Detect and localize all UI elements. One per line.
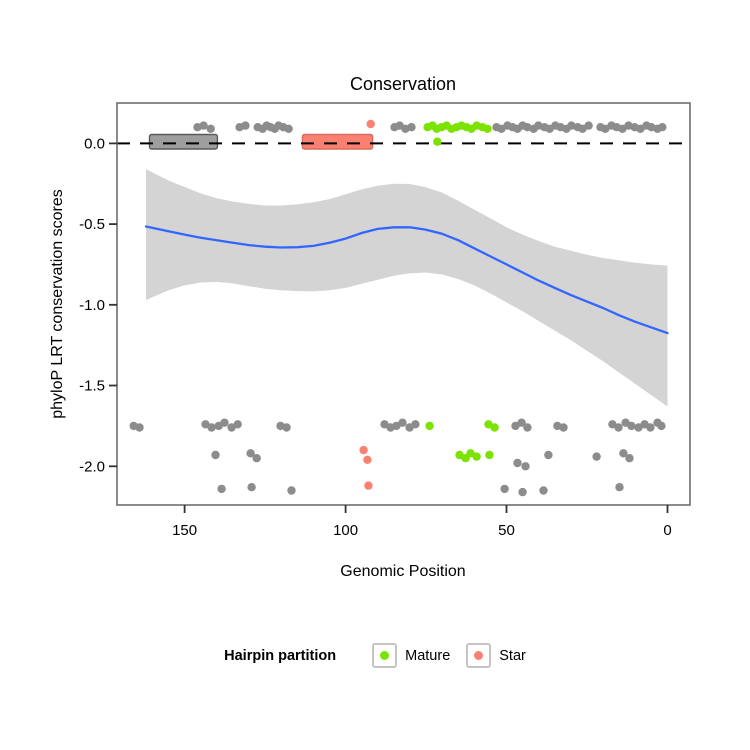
x-tick-label: 100 (333, 522, 358, 539)
y-tick-label: -1.5 (79, 378, 105, 395)
data-point-other (544, 450, 553, 460)
data-point-other (398, 418, 407, 427)
data-point-other (247, 483, 256, 492)
data-point-mature (483, 124, 492, 133)
data-point-mature (485, 450, 494, 460)
data-point-other (592, 452, 601, 461)
data-point-other (199, 121, 208, 130)
y-tick-label: -0.5 (79, 216, 105, 233)
legend-item-star: Star (466, 643, 526, 668)
data-point-other (619, 449, 628, 458)
partition-rect-hairpin-gray (148, 133, 219, 150)
data-point-other (287, 486, 296, 495)
data-point-other (282, 423, 291, 432)
smooth-line-layer (144, 225, 669, 335)
legend-title: Hairpin partition (224, 647, 337, 664)
legend-key-star (466, 643, 492, 668)
y-tick-label: -1.0 (79, 297, 105, 314)
data-point-star (359, 445, 368, 455)
data-point-other (521, 462, 530, 471)
data-point-other (517, 418, 526, 427)
data-point-other (211, 450, 220, 460)
x-axis: 150 100 50 0 (172, 505, 672, 539)
ribbon-layer (146, 169, 668, 407)
smooth-line (144, 225, 669, 335)
data-point-mature (433, 137, 442, 146)
data-point-other (500, 484, 509, 494)
x-tick-label: 0 (663, 522, 671, 539)
data-point-other (646, 423, 655, 432)
x-tick-label: 150 (172, 522, 197, 539)
data-point-star (363, 455, 372, 464)
data-point-other (627, 421, 636, 431)
data-point-other (241, 121, 250, 130)
data-point-mature (472, 452, 481, 461)
data-point-star (366, 119, 375, 129)
data-point-other (407, 123, 416, 132)
data-point-other (601, 124, 610, 133)
y-axis: 0.0 -0.5 -1.0 -1.5 -2.0 (79, 135, 117, 475)
data-point-other (625, 454, 634, 463)
data-point-mature (425, 421, 434, 431)
legend-item-mature: Mature (372, 643, 450, 668)
data-point-other (615, 483, 624, 492)
data-point-other (206, 124, 215, 133)
data-point-other (411, 420, 420, 429)
data-point-other (207, 423, 216, 432)
data-point-other (246, 449, 255, 458)
legend-key-mature (372, 643, 398, 668)
y-tick-label: 0.0 (84, 135, 105, 152)
star-point-icon (474, 651, 484, 660)
points-layer (129, 119, 667, 497)
data-point-other (284, 124, 293, 133)
data-point-other (584, 121, 593, 130)
data-point-other (658, 123, 667, 132)
data-point-other (233, 420, 242, 429)
x-axis-title: Genomic Position (340, 563, 465, 580)
data-point-other (513, 458, 522, 468)
data-point-other (559, 423, 568, 432)
data-point-other (252, 454, 261, 463)
data-point-other (523, 423, 532, 432)
data-point-other (614, 423, 623, 432)
data-point-star (364, 481, 373, 490)
legend-label-star: Star (499, 647, 526, 664)
data-point-mature (490, 423, 499, 432)
y-axis-title: phyloP LRT conservation scores (49, 189, 66, 418)
x-tick-label: 50 (498, 522, 515, 539)
data-point-other (657, 421, 666, 431)
legend: Hairpin partition Mature Star (0, 643, 750, 668)
partition-rects-layer (148, 133, 374, 150)
data-point-other (539, 486, 548, 495)
data-point-other (518, 487, 527, 497)
data-point-other (217, 484, 226, 494)
partition-rect-star (301, 133, 374, 150)
legend-label-mature: Mature (405, 647, 451, 664)
confidence-ribbon (146, 169, 668, 407)
y-tick-label: -2.0 (79, 458, 105, 475)
mature-point-icon (380, 651, 390, 660)
data-point-other (135, 423, 144, 432)
chart-title: Conservation (350, 74, 456, 94)
data-point-other (220, 418, 229, 427)
